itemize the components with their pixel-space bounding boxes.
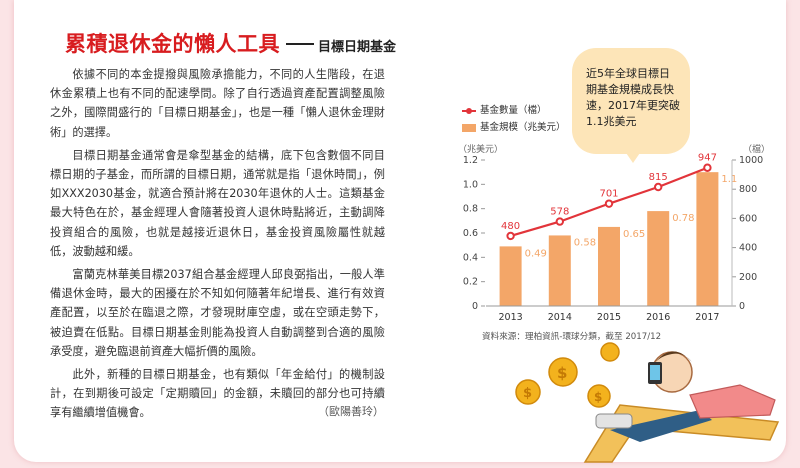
legend-label-size: 基金規模（兆美元） (480, 122, 566, 133)
chart-legend: 基金數量（檔） 基金規模（兆美元） (462, 104, 566, 138)
legend-bar-swatch (462, 124, 476, 132)
title-subtitle: 目標日期基金 (318, 40, 397, 55)
title-dash (286, 42, 314, 45)
paragraph-3: 富蘭克林華美目標2037組合基金經理人邱良弼指出，一般人準備退休金時，最大的困擾… (50, 268, 385, 358)
paragraph-4: 此外，新種的目標日期基金，也有類似「年金給付」的機制設計，在到期後可設定「定期贖… (50, 368, 385, 420)
callout-text: 近5年全球目標日期基金規模成長快速，2017年更突破1.1兆美元 (586, 67, 680, 128)
legend-item-count: 基金數量（檔） (462, 104, 566, 118)
callout-bubble: 近5年全球目標日期基金規模成長快速，2017年更突破1.1兆美元 (572, 48, 690, 154)
paragraph-2: 目標日期基金通常會是傘型基金的結構，底下包含數個不同目標日期的子基金，而所謂的目… (50, 148, 385, 258)
paragraph-1: 依據不同的本金提撥與風險承擔能力，不同的人生階段，在退休金累積上也有不同的配速學… (50, 68, 385, 139)
legend-item-size: 基金規模（兆美元） (462, 121, 566, 135)
title-main: 累積退休金的懶人工具 (65, 31, 280, 56)
chart-source: 資料來源：理柏資訊-環球分類，截至 2017/12 (482, 332, 662, 342)
article-title: 累積退休金的懶人工具 目標日期基金 (65, 28, 396, 58)
article-body: 依據不同的本金提撥與風險承擔能力，不同的人生階段，在退休金累積上也有不同的配速學… (50, 65, 385, 427)
legend-line-swatch (462, 108, 476, 114)
legend-label-count: 基金數量（檔） (480, 105, 547, 116)
author-byline: （歐陽善玲） (318, 405, 384, 418)
callout-tail (624, 150, 642, 163)
